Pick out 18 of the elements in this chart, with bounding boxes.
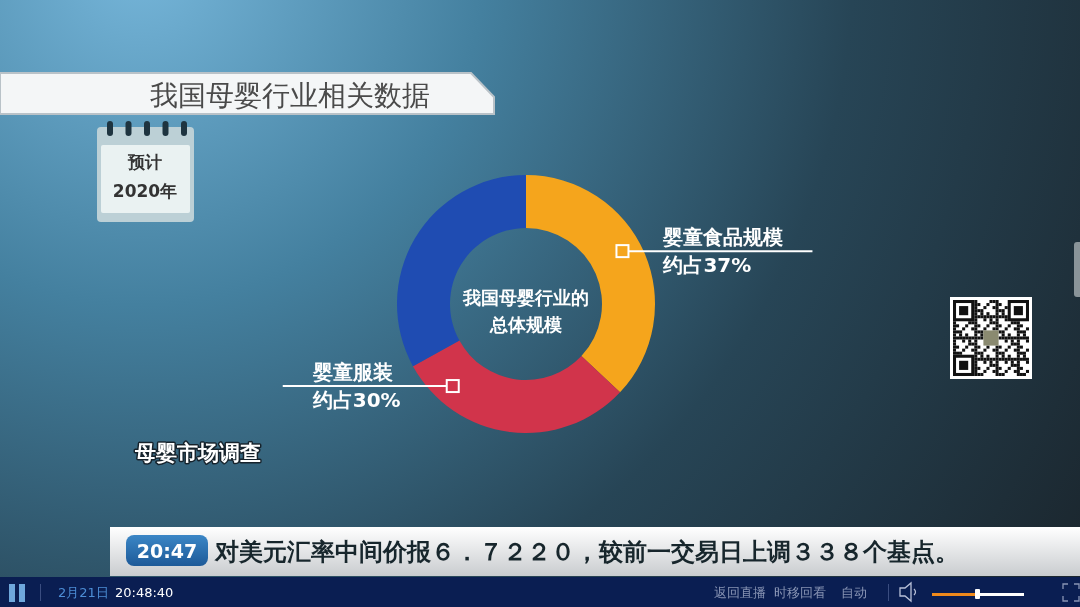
chart-title: 我国母婴行业相关数据 [150,79,430,112]
slice-label: 婴童食品规模 [662,225,784,250]
text: 时移回看 [774,585,826,600]
slice-label: 婴童服装 [311,360,393,385]
text: 对美元汇率中间价报６．７２２０，较前一交易日上调３３８个基点。 [214,538,959,566]
text: 2月21日 [58,585,109,600]
text: 20:47 [136,540,198,562]
text: 返回直播 [714,585,766,600]
text: 母婴市场调查 [134,441,261,465]
text: 总体规模 [489,314,562,335]
text: 2020年 [112,181,178,201]
text: 自动 [841,585,867,600]
donut-slice [412,340,621,433]
text: 我国母婴行业的 [462,287,589,308]
text: 20:48:40 [115,585,174,600]
data-label: 约占37% [662,253,752,278]
text: 预计 [127,152,162,172]
data-label: 约占30% [311,388,401,413]
